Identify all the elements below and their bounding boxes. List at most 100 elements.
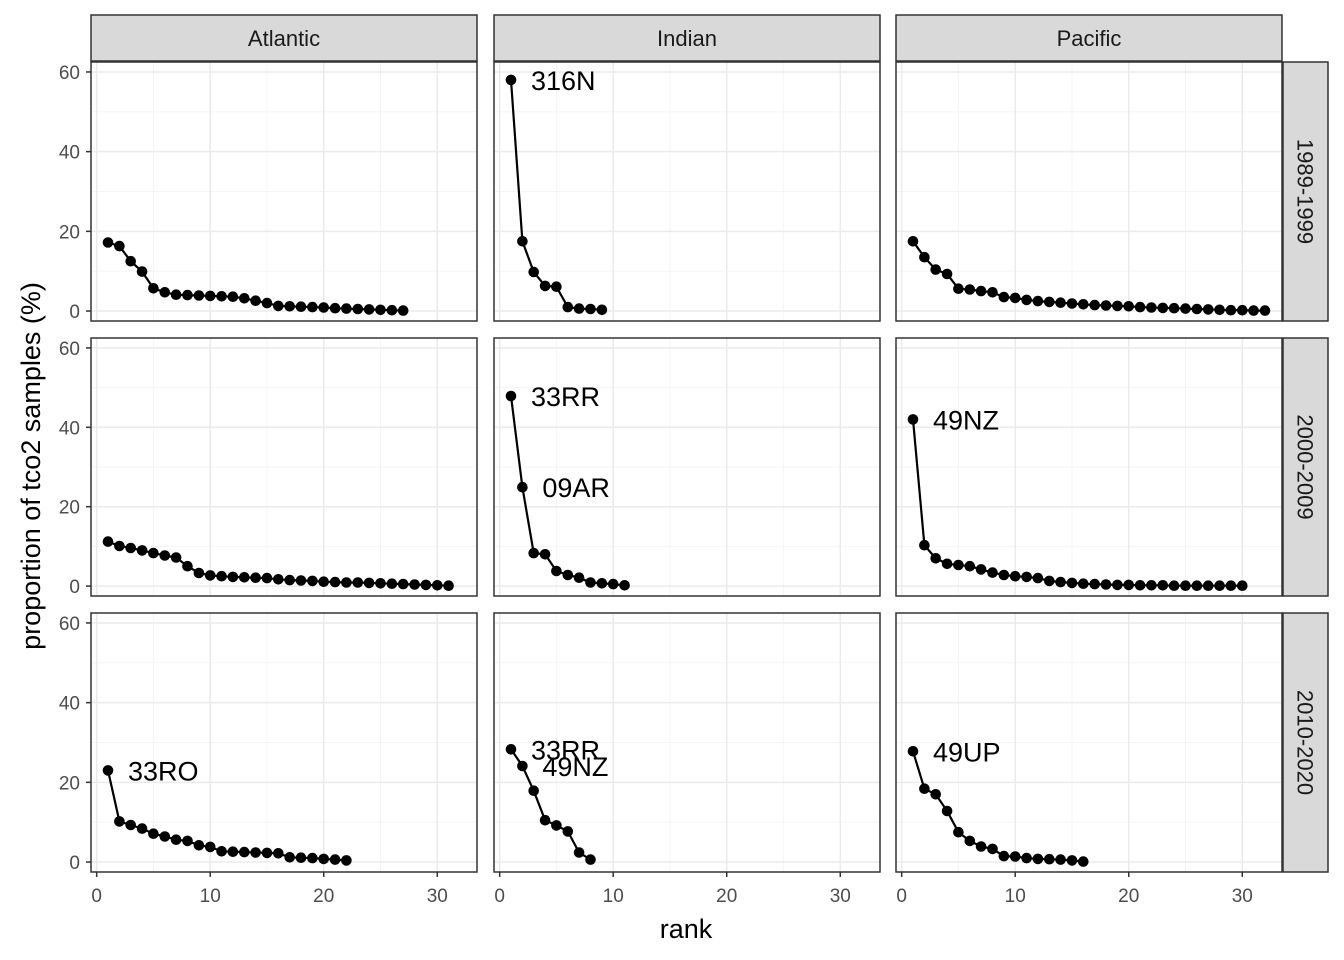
data-point [1100, 579, 1112, 590]
data-point [341, 303, 352, 314]
series-pacific-2000-2009: 49NZ [907, 405, 1248, 591]
data-point [1066, 298, 1078, 309]
data-point [998, 569, 1010, 581]
data-point [1009, 851, 1021, 862]
data-point [1078, 578, 1089, 589]
data-point [125, 255, 136, 267]
data-point [964, 835, 976, 847]
x-tick-label: 10 [200, 886, 221, 907]
data-point [562, 826, 574, 837]
data-point [341, 577, 352, 588]
data-point [1191, 580, 1203, 591]
y-tick-label: 0 [69, 577, 80, 598]
data-point [919, 251, 930, 263]
series-line [911, 750, 1084, 863]
data-point [273, 300, 284, 312]
data-point [284, 852, 296, 863]
data-point [352, 303, 364, 315]
data-point [1146, 302, 1157, 313]
data-point [505, 74, 517, 86]
data-point [114, 816, 125, 827]
data-point [930, 553, 941, 564]
data-point [295, 575, 307, 586]
data-point [114, 540, 125, 552]
data-point [409, 579, 420, 590]
data-point [998, 291, 1010, 303]
data-point [517, 760, 528, 772]
data-point [1009, 292, 1021, 304]
data-point [250, 572, 261, 583]
data-point [443, 580, 454, 591]
data-point [551, 565, 562, 577]
data-point [216, 846, 227, 857]
data-point [1021, 852, 1032, 864]
data-point [216, 570, 227, 582]
data-point [1055, 576, 1066, 588]
data-point [204, 290, 216, 302]
panel-0-2 [895, 61, 1283, 322]
y-tick-label: 0 [69, 853, 80, 874]
data-point [551, 820, 562, 831]
panel-border [90, 61, 478, 322]
data-point [562, 301, 574, 313]
data-point [1248, 305, 1259, 316]
data-point [907, 236, 919, 247]
data-point [1202, 304, 1214, 315]
data-point [329, 302, 341, 314]
data-point [148, 283, 159, 294]
data-point [528, 266, 539, 278]
data-point [284, 574, 296, 586]
data-point [505, 744, 517, 755]
strip-background [895, 14, 1283, 62]
data-point [352, 577, 364, 588]
data-point [239, 846, 250, 858]
data-point [1214, 304, 1225, 316]
data-point [273, 848, 284, 859]
data-point [987, 567, 998, 578]
y-axis-title: proportion of tco2 samples (%) [16, 282, 46, 650]
point-label: 09AR [542, 473, 610, 503]
data-point [1157, 302, 1169, 314]
data-point [227, 571, 239, 583]
panel-0-0 [90, 61, 478, 322]
strip-background [493, 14, 881, 62]
data-point [930, 789, 941, 800]
data-point [420, 579, 432, 591]
data-point [1123, 579, 1134, 591]
series-atlantic-2010-2020: 33RO [102, 756, 352, 866]
data-point [1214, 580, 1225, 591]
strip-right-2010-2020: 2010-2020 [1282, 612, 1329, 873]
strip-label: 2000-2009 [1293, 414, 1318, 519]
data-point [1078, 299, 1089, 310]
data-point [953, 283, 964, 295]
data-point [517, 481, 528, 493]
data-point [193, 290, 205, 301]
y-tick-label: 60 [59, 614, 80, 635]
data-point [102, 765, 114, 776]
data-point [239, 293, 250, 304]
y-tick-label: 60 [59, 339, 80, 360]
data-point [307, 301, 318, 313]
data-point [148, 828, 159, 839]
y-tick-label: 40 [59, 694, 80, 715]
data-point [1066, 855, 1078, 866]
strip-right-1989-1999: 1989-1999 [1282, 61, 1329, 322]
x-tick-label: 0 [494, 886, 505, 907]
series-atlantic-1989-1999 [102, 237, 409, 316]
panel-2-2 [895, 612, 1283, 873]
data-point [941, 805, 953, 817]
data-point [1123, 301, 1134, 312]
data-point [1237, 304, 1248, 316]
data-point [1055, 854, 1066, 865]
series-indian-1989-1999: 316N [505, 66, 608, 316]
series-atlantic-2000-2009 [102, 536, 454, 591]
data-point [528, 547, 539, 559]
data-point [329, 576, 341, 588]
data-point [136, 266, 148, 277]
panel-1-1 [493, 337, 881, 597]
data-point [539, 814, 551, 826]
data-point [397, 305, 409, 316]
data-point [539, 280, 551, 292]
